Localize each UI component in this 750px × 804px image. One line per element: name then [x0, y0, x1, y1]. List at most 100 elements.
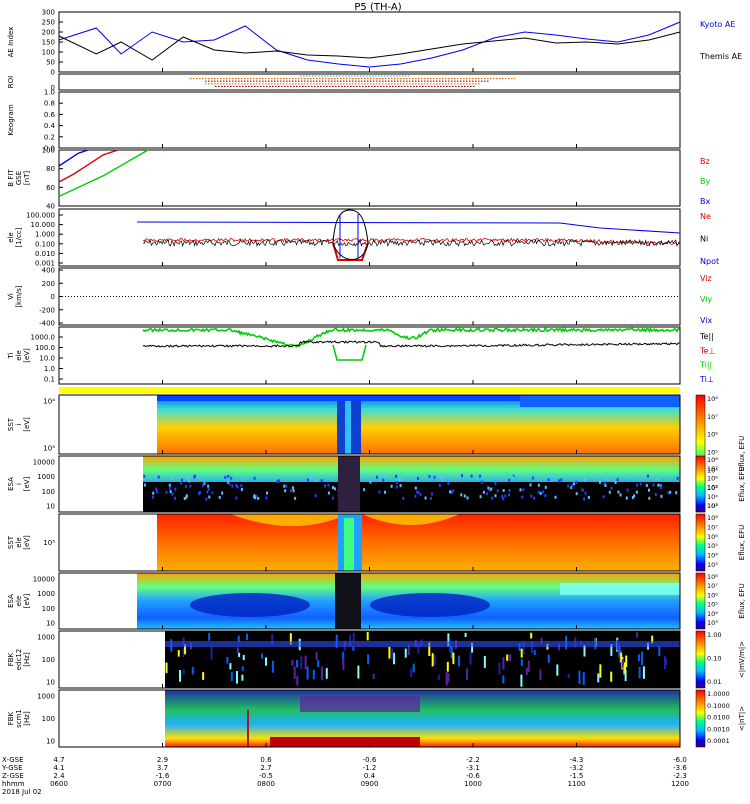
temperature-ylabel: ele	[15, 350, 23, 361]
spectrogram-speckle	[241, 674, 244, 681]
spectrogram-speckle	[191, 666, 194, 675]
spectrogram-band	[560, 583, 680, 595]
esa_ele-ytick: 1000	[37, 590, 55, 598]
spectrogram-speckle	[366, 632, 369, 641]
temperature-legend-black: Te||	[699, 332, 714, 341]
sst_ion-ylabel: SST	[7, 417, 15, 431]
fbk_e-colorbar	[695, 630, 706, 689]
spectrogram-speckle	[663, 655, 666, 670]
spectrogram-speckle	[184, 484, 187, 488]
time-axis-value: -1.6	[156, 772, 170, 780]
spectrogram-speckle	[645, 483, 648, 487]
time-axis-value: 2.4	[53, 772, 65, 780]
spectrogram-speckle	[327, 491, 330, 495]
spectrogram-speckle	[378, 490, 381, 494]
density-legend-red: Ne	[700, 212, 711, 221]
sst_ion-ytick: 10⁴	[43, 398, 55, 406]
spectrogram-speckle	[578, 670, 581, 684]
spectrogram-speckle	[260, 474, 263, 478]
spectrogram-speckle	[293, 666, 296, 679]
spectrogram-speckle	[621, 659, 624, 668]
velocity-ytick: -400	[39, 320, 55, 328]
temperature-te-line	[142, 340, 680, 348]
time-axis-row-label: hhmm	[2, 780, 25, 788]
spectrogram-speckle	[584, 491, 587, 495]
sst_ele-colorbar-tick: 10⁷	[707, 523, 718, 531]
spectrogram-speckle	[292, 489, 295, 493]
spectrogram-speckle	[620, 652, 623, 663]
velocity-ytick: -200	[39, 306, 55, 314]
spectrogram-speckle	[382, 478, 385, 482]
spectrogram-speckle	[594, 474, 597, 478]
velocity-ytick: 400	[42, 267, 55, 275]
time-axis-value: 1100	[568, 780, 586, 788]
esa_ele-colorbar-tick: 10⁴	[707, 610, 718, 618]
fbk_b-ylabel: FBK	[7, 711, 15, 725]
spectrogram-speckle	[283, 484, 286, 488]
spectrogram-speckle	[143, 474, 146, 478]
spectrogram-speckle	[235, 496, 238, 500]
fbk_b-colorbar-tick: 0.0001	[707, 737, 730, 745]
spectrogram-speckle	[602, 495, 605, 499]
keogram-ytick: 0.2	[44, 133, 55, 141]
spectrogram-speckle	[197, 492, 200, 496]
spectrogram-speckle	[404, 648, 407, 658]
sst_ele-ylabel: [eV]	[23, 535, 31, 550]
spectrogram-speckle	[181, 478, 184, 482]
time-axis-value: 0.4	[364, 772, 376, 780]
spectrogram-speckle	[152, 491, 155, 495]
esa_ele-ytick: 100	[42, 605, 55, 613]
temperature-ylabel: [eV]	[23, 348, 31, 363]
spectrogram-speckle	[658, 645, 661, 657]
spectrogram-speckle	[257, 496, 260, 500]
temperature-ytick: 100.0	[35, 344, 55, 352]
spectrogram-speckle	[384, 490, 387, 494]
spectrogram-speckle	[494, 494, 497, 498]
time-axis-value: 4.7	[53, 756, 64, 764]
spectrogram-speckle	[169, 490, 172, 494]
fbk_b-ytick: 1000	[37, 693, 55, 701]
spectrogram-speckle	[236, 485, 239, 489]
spectrogram-speckle	[238, 652, 241, 658]
spectrogram-speckle	[342, 658, 345, 670]
spectrogram-speckle	[635, 490, 638, 494]
keogram-panel-frame	[58, 91, 681, 149]
ae-legend-entry: Kyoto AE	[700, 20, 735, 29]
density-ytick: 0.100	[35, 240, 55, 248]
spectrogram-speckle	[323, 484, 326, 488]
spectrogram-speckle	[623, 662, 626, 674]
fbk_e-colorbar-label: <|mV/m|>	[738, 641, 746, 678]
spectrogram-speckle	[372, 673, 375, 680]
spectrogram-speckle	[547, 654, 550, 663]
spectrogram-speckle	[306, 666, 309, 680]
spectrogram-speckle	[654, 492, 657, 496]
spectrogram-speckle	[482, 490, 485, 494]
density-panel-frame	[58, 208, 681, 267]
spectrogram-speckle	[441, 478, 444, 482]
spectrogram-speckle	[557, 644, 560, 651]
spectrogram-speckle	[508, 493, 511, 497]
time-axis-value: -3.6	[673, 764, 687, 772]
time-axis-value: -3.2	[570, 764, 584, 772]
roi-ytick: 0	[51, 84, 55, 92]
time-axis-value: 1000	[464, 780, 482, 788]
spectrogram-speckle	[208, 495, 211, 499]
spectrogram-speckle	[447, 481, 450, 485]
spectrogram-speckle	[502, 497, 505, 501]
esa_ion-colorbar-tick: 10⁶	[707, 474, 718, 482]
density-ylabel: ele	[7, 232, 15, 243]
fbk_e-colorbar-tick: 0.10	[707, 655, 721, 663]
spectrogram-speckle	[547, 478, 550, 482]
spectrogram-speckle	[325, 668, 328, 679]
spectrogram-speckle	[314, 494, 317, 498]
fbk_b-ytick: 10	[46, 738, 55, 746]
temperature-ytick: 0.1	[44, 376, 55, 384]
spectrogram-speckle	[396, 481, 399, 485]
spectrogram-speckle	[675, 491, 678, 495]
spectrogram-speckle	[304, 655, 307, 670]
spectrogram-speckle	[416, 490, 419, 494]
bfield-ylabel: GSE	[15, 171, 23, 185]
spectrogram-band	[165, 641, 680, 647]
